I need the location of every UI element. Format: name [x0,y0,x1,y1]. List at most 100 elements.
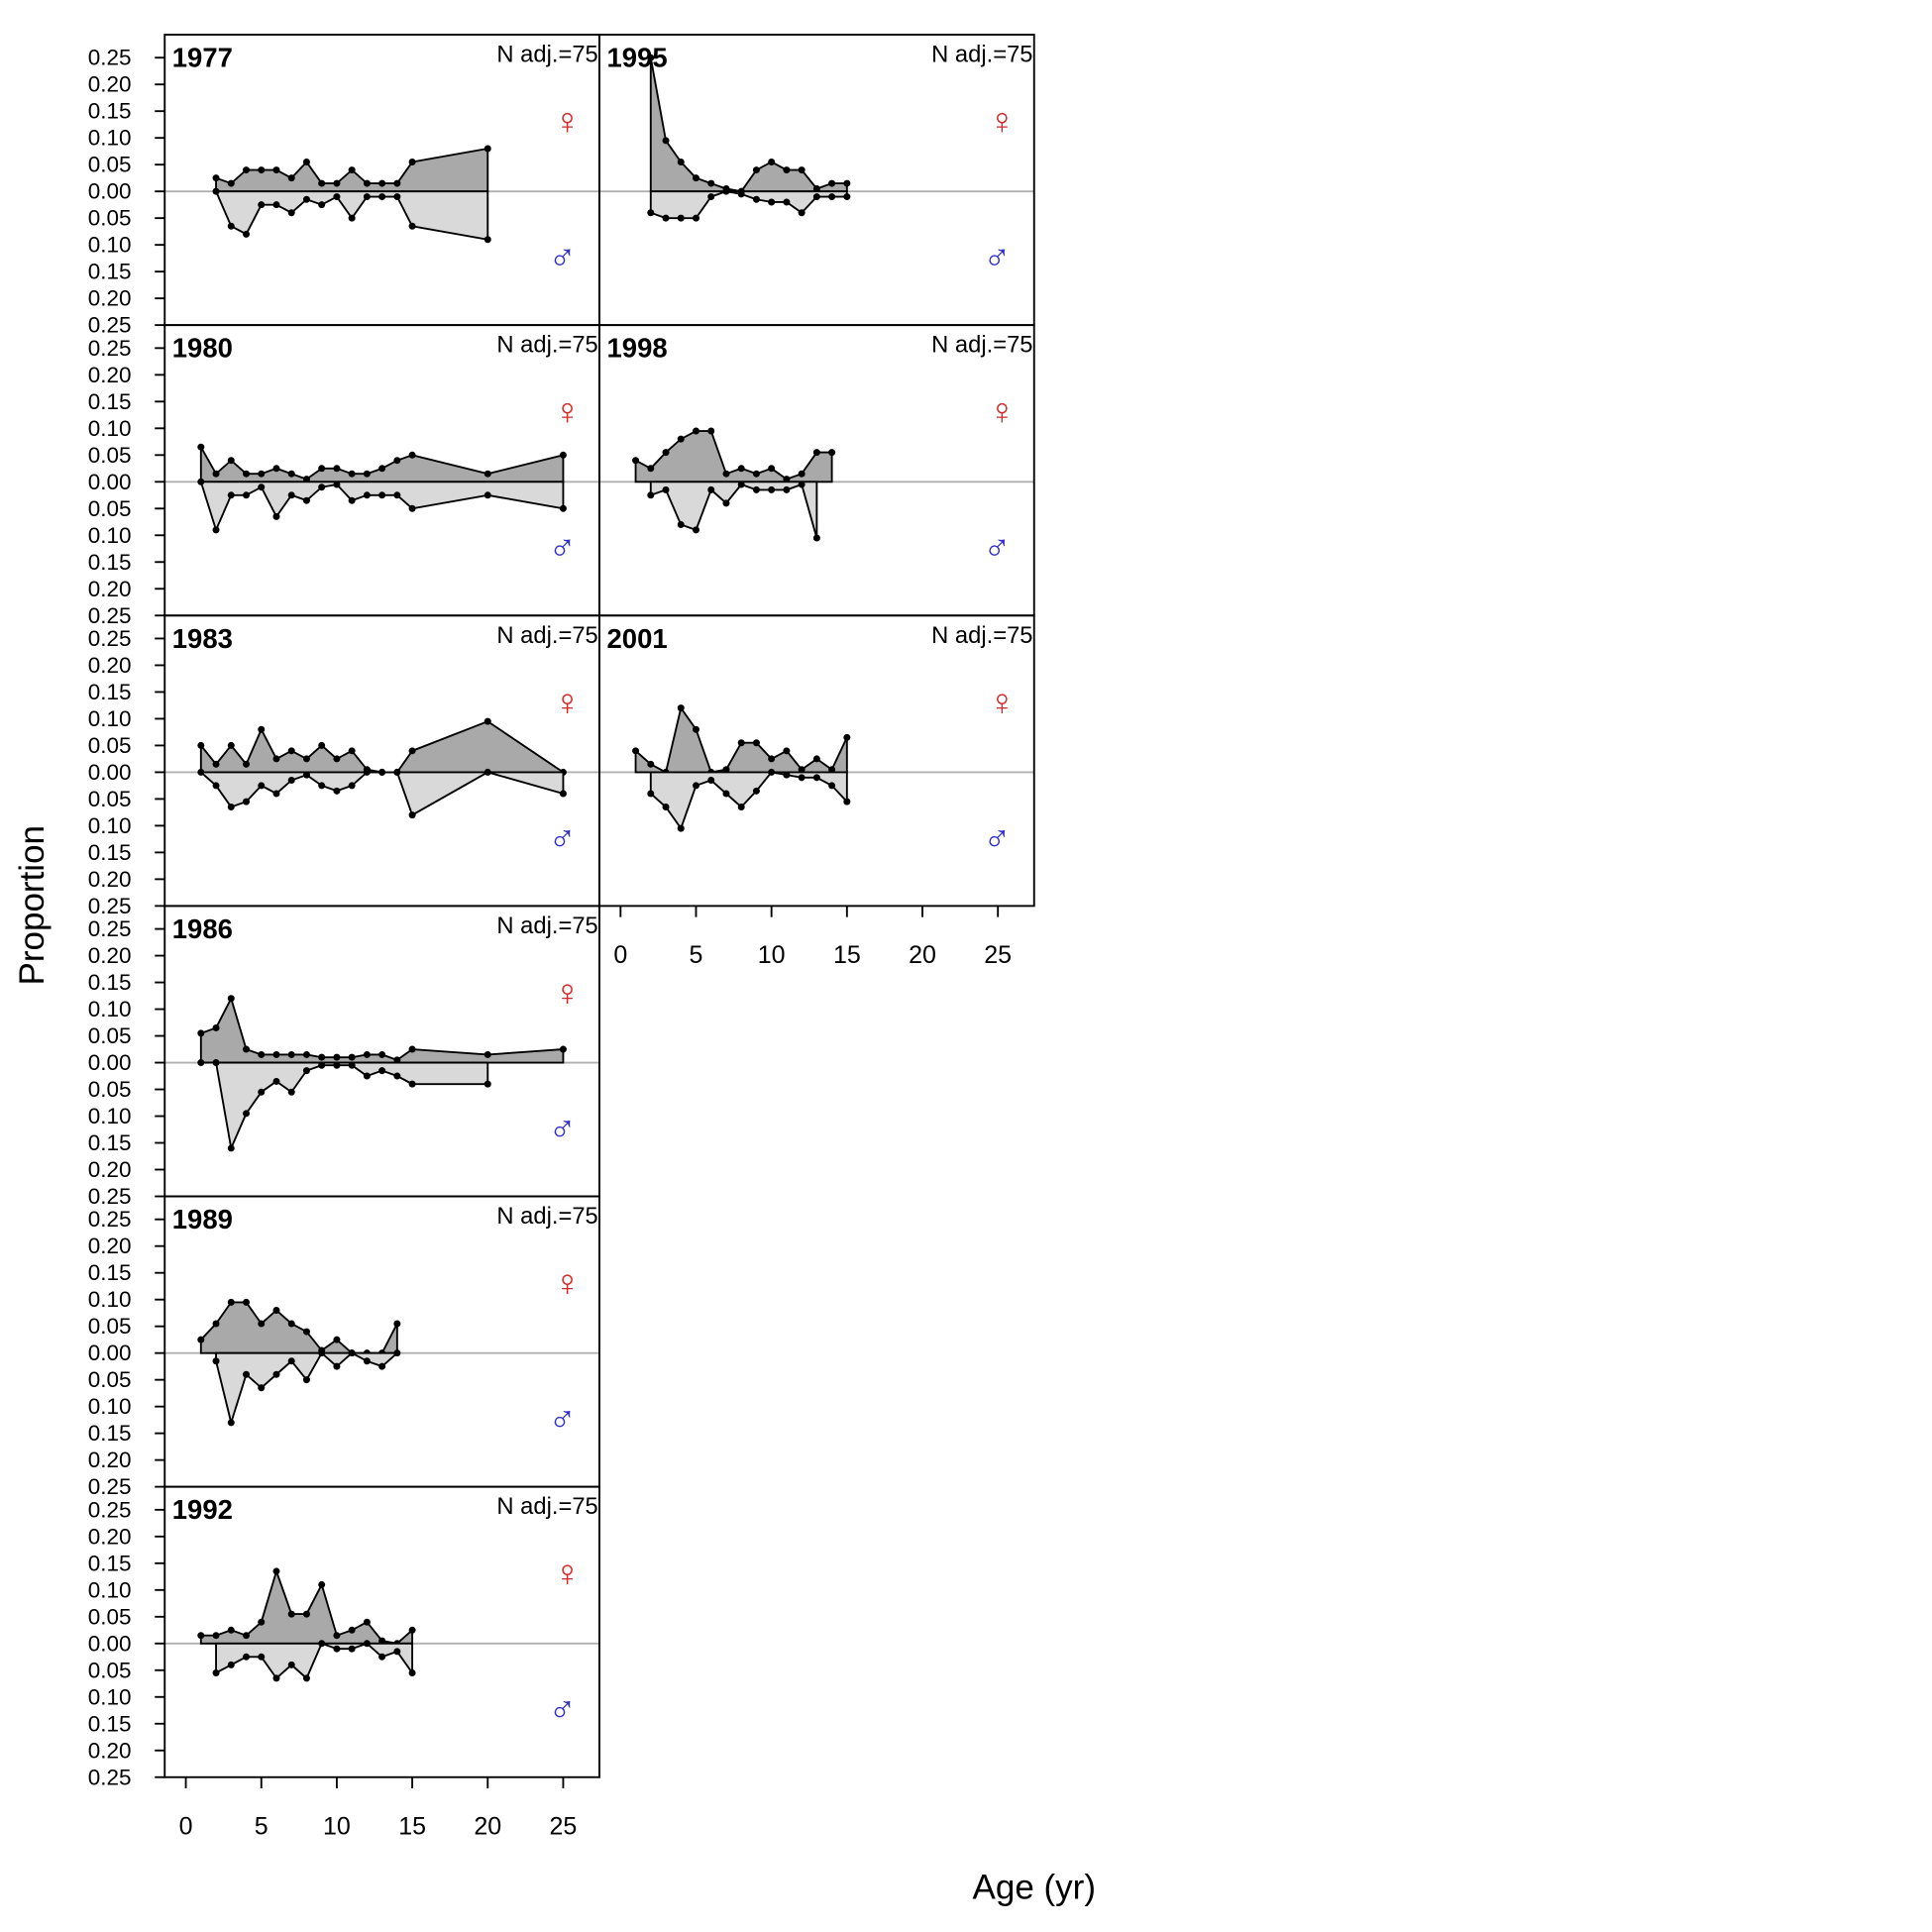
female-point [707,427,715,435]
female-point [363,470,371,478]
female-point [843,733,851,741]
male-point [677,824,685,832]
male-point [227,1661,235,1668]
female-point [677,704,685,712]
male-point [752,485,760,493]
female-point [559,1045,567,1053]
male-point [752,787,760,795]
female-point [693,174,699,182]
male-point [212,782,220,790]
y-tick-label: 0.15 [88,1260,132,1285]
male-point [722,187,730,195]
female-point [258,470,266,478]
y-tick-label: 0.15 [88,970,132,995]
female-point [212,174,220,182]
male-point [287,1357,295,1365]
female-point [333,465,341,473]
male-area [199,481,565,533]
y-tick-label: 0.25 [88,1765,132,1789]
male-point [408,222,416,230]
male-point [483,236,491,244]
male-symbol: ♂ [548,237,576,278]
female-point [212,1320,220,1328]
female-point [662,449,670,457]
panel-note: N adj.=75 [496,1493,597,1520]
male-point [363,1357,371,1365]
y-tick-label: 0.15 [88,680,132,704]
male-point [393,193,401,201]
female-symbol: ♀ [988,100,1016,142]
female-point [197,1029,205,1037]
male-point [227,804,235,811]
female-point [363,179,371,187]
male-point [812,534,820,542]
male-point [783,485,791,493]
x-tick-label: 10 [323,1812,351,1840]
male-point [227,1144,235,1152]
male-point [197,478,205,485]
female-point [783,166,791,174]
male-symbol: ♂ [983,237,1011,278]
male-point [258,201,266,209]
female-point [348,166,356,174]
male-point [363,193,371,201]
male-point [812,193,820,201]
male-point [348,214,356,222]
panel-title: 2001 [607,623,668,654]
male-point [707,777,715,785]
x-tick-label: 10 [758,941,786,969]
male-point [243,798,251,805]
male-point [212,1059,220,1067]
panel-note: N adj.=75 [931,42,1032,68]
female-point [707,179,715,187]
male-point [693,214,699,222]
male-point [348,496,356,504]
female-point [483,470,491,478]
male-point [707,485,715,493]
y-tick-label: 0.05 [88,1658,132,1682]
y-tick-label: 0.10 [88,1104,132,1128]
y-tick-label: 0.00 [88,1631,132,1656]
female-point [302,1050,310,1058]
y-tick-label: 0.25 [88,46,132,70]
female-point [318,1053,326,1061]
male-point [408,1080,416,1088]
male-point [693,782,699,790]
y-tick-label: 0.10 [88,233,132,258]
y-tick-label: 0.10 [88,1287,132,1312]
female-point [272,1306,280,1314]
male-point [483,491,491,499]
female-point [798,166,805,174]
female-point [408,158,416,165]
y-tick-label: 0.15 [88,99,132,124]
panel-title: 1977 [172,43,233,73]
male-point [393,1349,401,1357]
male-point [243,491,251,499]
female-point [302,476,310,483]
female-symbol: ♀ [553,971,581,1013]
y-tick-label: 0.10 [88,416,132,441]
y-tick-label: 0.05 [88,1077,132,1102]
male-point [227,222,235,230]
y-tick-label: 0.25 [88,626,132,651]
female-point [333,1336,341,1343]
female-point [302,1610,310,1618]
female-point [243,1045,251,1053]
male-point [272,1077,280,1085]
panel-title: 1995 [607,43,668,73]
panel-note: N adj.=75 [496,1203,597,1230]
male-point [287,1661,295,1668]
male-point [647,209,655,217]
female-point [632,747,640,755]
female-point [378,179,386,187]
male-point [363,768,371,776]
male-point [302,1674,310,1682]
panel-title: 1980 [172,333,233,364]
male-point [393,1648,401,1656]
male-point [302,1376,310,1384]
female-symbol: ♀ [553,390,581,432]
male-point [243,1653,251,1661]
male-point [363,1640,371,1648]
panel-note: N adj.=75 [496,622,597,649]
y-tick-label: 0.20 [88,943,132,968]
